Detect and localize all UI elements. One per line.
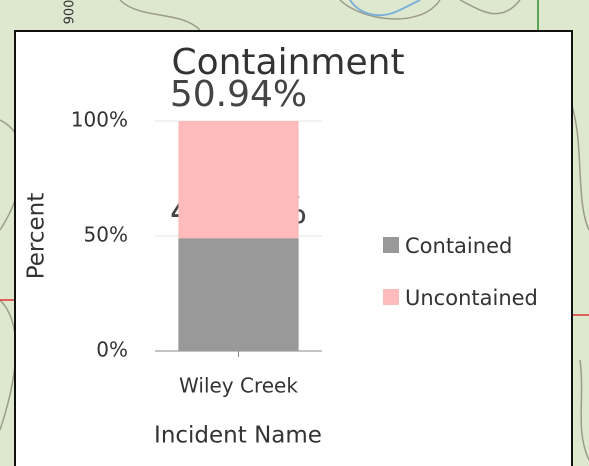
bar-segment (178, 121, 298, 238)
screen: 900 Containment Percent Incident Name 0%… (0, 0, 589, 466)
legend-label: Uncontained (405, 286, 538, 310)
page: 900 Containment Percent Incident Name 0%… (0, 0, 589, 466)
data-label: 50.94% (170, 74, 307, 115)
x-tick-label: Wiley Creek (179, 374, 298, 398)
legend-swatch (383, 289, 399, 305)
bar-segment (178, 238, 298, 351)
map-label: 900 (63, 0, 78, 24)
legend-label: Contained (405, 234, 512, 258)
legend-swatch (383, 237, 399, 253)
y-tick-label: 0% (96, 338, 128, 362)
x-axis-title: Incident Name (154, 423, 322, 449)
y-axis-title: Percent (24, 193, 50, 280)
y-tick-label: 100% (71, 108, 128, 132)
y-tick-label: 50% (84, 223, 128, 247)
